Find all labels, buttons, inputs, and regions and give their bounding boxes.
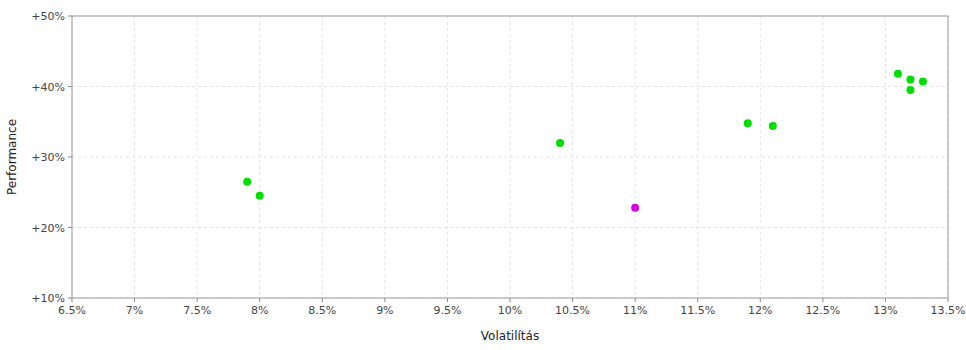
x-tick: [384, 298, 385, 302]
x-tick-label: 13%: [873, 304, 897, 317]
scatter-point: [243, 178, 251, 186]
series: [631, 204, 639, 212]
y-grid-line: [72, 227, 948, 228]
x-tick-label: 10.5%: [555, 304, 590, 317]
x-tick-label: 7.5%: [183, 304, 211, 317]
grid: [72, 16, 948, 298]
x-tick-label: 10%: [498, 304, 522, 317]
y-tick: [68, 157, 72, 158]
x-axis-label: Volatilítás: [481, 329, 539, 343]
series: [243, 70, 927, 200]
chart-container: 6.5% 7% 7.5% 8% 8.5% 9% 9.5% 10% 10.5% 11% 11.5% 12…: [0, 0, 966, 350]
scatter-point: [631, 204, 639, 212]
x-tick: [322, 298, 323, 302]
y-tick: [68, 227, 72, 228]
plot-frame: [72, 16, 948, 298]
x-tick: [822, 298, 823, 302]
x-grid-line: [322, 16, 323, 298]
scatter-point: [906, 86, 914, 94]
y-tick-label: +10%: [31, 292, 65, 305]
y-tick-label: +30%: [31, 151, 65, 164]
x-tick-label: 8.5%: [308, 304, 336, 317]
x-grid-line: [635, 16, 636, 298]
x-tick-label: 12.5%: [805, 304, 840, 317]
data-points: [243, 70, 927, 212]
x-tick-label: 6.5%: [58, 304, 86, 317]
chart-svg: 6.5% 7% 7.5% 8% 8.5% 9% 9.5% 10% 10.5% 11% 11.5% 12…: [0, 0, 966, 350]
x-tick-label: 9%: [376, 304, 393, 317]
x-tick: [197, 298, 198, 302]
x-tick: [72, 298, 73, 302]
scatter-point: [744, 119, 752, 127]
y-tick-label: +20%: [31, 222, 65, 235]
y-grid-line: [72, 86, 948, 87]
x-tick: [885, 298, 886, 302]
scatter-point: [256, 192, 264, 200]
x-tick: [948, 298, 949, 302]
x-tick-label: 9.5%: [433, 304, 461, 317]
y-axis-label: Performance: [5, 119, 19, 195]
x-tick-label: 7%: [126, 304, 143, 317]
y-tick: [68, 86, 72, 87]
x-tick: [447, 298, 448, 302]
x-tick: [635, 298, 636, 302]
x-tick-label: 8%: [251, 304, 268, 317]
x-grid-line: [197, 16, 198, 298]
plot-background: [72, 16, 948, 298]
x-tick: [510, 298, 511, 302]
x-tick-label: 12%: [748, 304, 772, 317]
scatter-point: [894, 70, 902, 78]
y-tick: [68, 298, 72, 299]
y-tick-label: +40%: [31, 81, 65, 94]
axes: 6.5% 7% 7.5% 8% 8.5% 9% 9.5% 10% 10.5% 11% 11.5% 12…: [31, 10, 965, 317]
y-tick: [68, 16, 72, 17]
x-tick: [697, 298, 698, 302]
x-tick-label: 13.5%: [931, 304, 966, 317]
scatter-point: [556, 139, 564, 147]
y-tick-label: +50%: [31, 10, 65, 23]
x-grid-line: [760, 16, 761, 298]
scatter-point: [919, 78, 927, 86]
x-tick: [134, 298, 135, 302]
x-tick: [760, 298, 761, 302]
x-tick-label: 11%: [623, 304, 647, 317]
x-grid-line: [885, 16, 886, 298]
x-tick: [572, 298, 573, 302]
x-tick-label: 11.5%: [680, 304, 715, 317]
scatter-point: [769, 122, 777, 130]
y-grid-line: [72, 157, 948, 158]
x-tick: [259, 298, 260, 302]
x-grid-line: [447, 16, 448, 298]
scatter-point: [906, 75, 914, 83]
